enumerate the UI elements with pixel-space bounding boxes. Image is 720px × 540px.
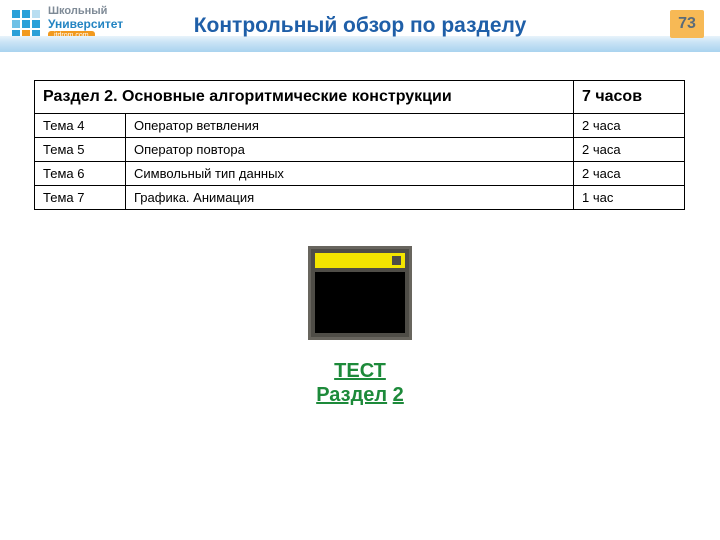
cell-name: Графика. Анимация [126, 186, 574, 210]
table-header-row: Раздел 2. Основные алгоритмические конст… [35, 81, 685, 114]
test-link-line1: ТЕСТ [334, 360, 386, 382]
cell-topic: Тема 7 [35, 186, 126, 210]
cell-hours: 2 часа [574, 162, 685, 186]
test-link-line2a: Раздел [316, 384, 387, 406]
cell-hours: 2 часа [574, 114, 685, 138]
curriculum-table: Раздел 2. Основные алгоритмические конст… [34, 80, 685, 210]
test-icon-container[interactable] [308, 246, 412, 340]
table-header-hours: 7 часов [574, 81, 685, 114]
cell-hours: 1 час [574, 186, 685, 210]
window-body-icon [315, 272, 405, 333]
page-number-badge: 73 [670, 10, 704, 38]
cell-name: Оператор повтора [126, 138, 574, 162]
cell-topic: Тема 6 [35, 162, 126, 186]
window-titlebar-icon [315, 253, 405, 268]
application-window-icon [308, 246, 412, 340]
cell-name: Символьный тип данных [126, 162, 574, 186]
table-header-section: Раздел 2. Основные алгоритмические конст… [35, 81, 574, 114]
table-row: Тема 4 Оператор ветвления 2 часа [35, 114, 685, 138]
cell-topic: Тема 4 [35, 114, 126, 138]
table-row: Тема 5 Оператор повтора 2 часа [35, 138, 685, 162]
test-link[interactable]: ТЕСТ Раздел 2 [316, 359, 404, 407]
window-button-icon [392, 256, 401, 265]
table-row: Тема 7 Графика. Анимация 1 час [35, 186, 685, 210]
table-row: Тема 6 Символьный тип данных 2 часа [35, 162, 685, 186]
header-bar [0, 36, 720, 52]
test-link-line2b: 2 [393, 384, 404, 406]
cell-name: Оператор ветвления [126, 114, 574, 138]
page-title: Контрольный обзор по разделу [0, 14, 720, 38]
cell-topic: Тема 5 [35, 138, 126, 162]
cell-hours: 2 часа [574, 138, 685, 162]
